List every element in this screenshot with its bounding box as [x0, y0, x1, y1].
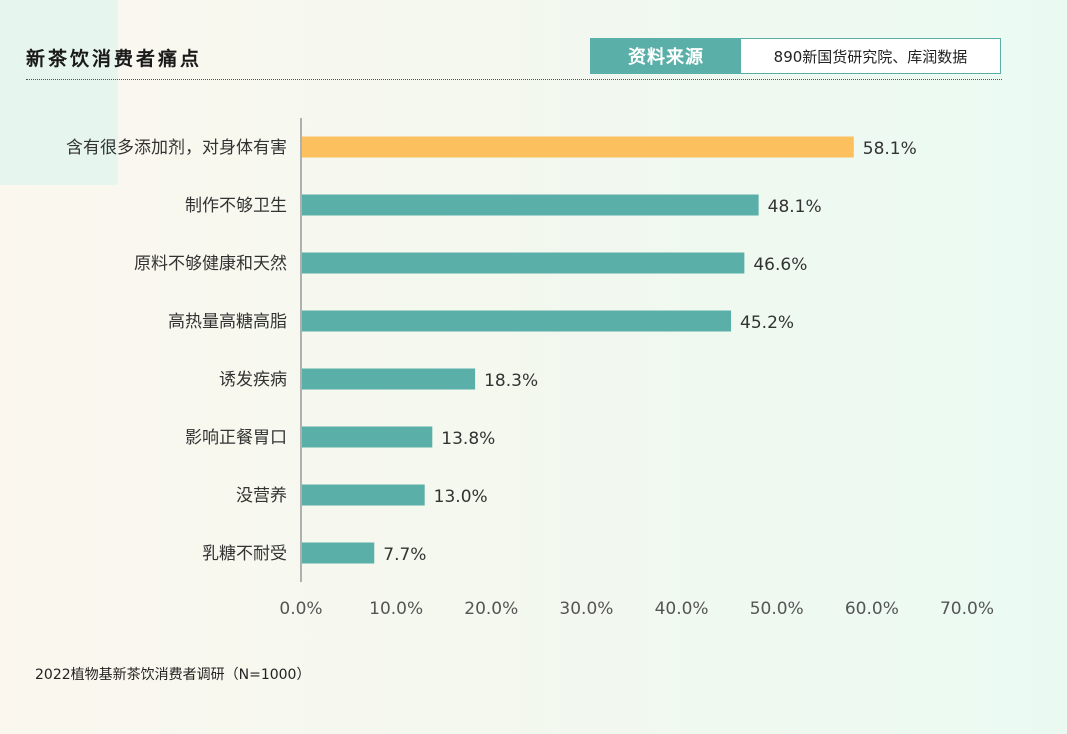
- x-tick-label: 40.0%: [655, 599, 709, 619]
- bar: [302, 310, 732, 332]
- source-box: 资料来源 890新国货研究院、库润数据: [590, 38, 1001, 74]
- category-label: 没营养: [236, 486, 287, 506]
- category-label: 影响正餐胃口: [185, 428, 287, 448]
- x-tick-label: 60.0%: [845, 599, 899, 619]
- value-label: 13.0%: [434, 487, 488, 507]
- category-label: 原料不够健康和天然: [134, 254, 287, 274]
- x-tick-label: 10.0%: [369, 599, 423, 619]
- value-label: 7.7%: [383, 545, 426, 565]
- bar: [302, 484, 425, 506]
- x-tick-label: 50.0%: [750, 599, 804, 619]
- title-divider: [26, 79, 1002, 80]
- bar: [302, 252, 745, 274]
- category-label: 含有很多添加剂，对身体有害: [66, 138, 287, 158]
- category-label: 高热量高糖高脂: [168, 312, 287, 332]
- category-label: 诱发疾病: [219, 370, 287, 390]
- x-tick-label: 0.0%: [279, 599, 322, 619]
- category-label: 制作不够卫生: [185, 196, 287, 216]
- value-label: 48.1%: [768, 197, 822, 217]
- background-block-top-left: [0, 0, 118, 185]
- page-title: 新茶饮消费者痛点: [26, 48, 203, 70]
- x-tick-label: 30.0%: [559, 599, 613, 619]
- bar: [302, 136, 854, 158]
- value-label: 13.8%: [441, 429, 495, 449]
- value-label: 58.1%: [863, 139, 917, 159]
- bar: [302, 194, 759, 216]
- bar: [302, 368, 476, 390]
- value-label: 18.3%: [484, 371, 538, 391]
- x-tick-label: 20.0%: [464, 599, 518, 619]
- source-label: 资料来源: [591, 39, 741, 73]
- x-tick-label: 70.0%: [940, 599, 994, 619]
- bar: [302, 426, 433, 448]
- value-label: 45.2%: [740, 313, 794, 333]
- category-label: 乳糖不耐受: [202, 544, 287, 564]
- footnote: 2022植物基新茶饮消费者调研（N=1000）: [35, 667, 311, 683]
- source-value: 890新国货研究院、库润数据: [773, 47, 968, 66]
- bar: [302, 542, 375, 564]
- value-label: 46.6%: [753, 255, 807, 275]
